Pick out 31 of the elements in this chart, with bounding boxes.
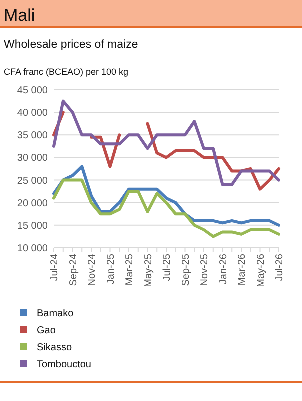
x-tick-label: Sep-25 bbox=[180, 254, 192, 286]
chart-subtitle: Wholesale prices of maize bbox=[4, 39, 138, 51]
y-tick-label: 25 000 bbox=[17, 176, 48, 187]
x-tick-label: Mar-26 bbox=[237, 254, 248, 286]
x-tick-label: Jan-26 bbox=[218, 254, 230, 285]
legend-label: Gao bbox=[37, 326, 56, 336]
legend-label: Sikasso bbox=[37, 342, 72, 354]
x-tick-label: May-26 bbox=[256, 254, 267, 288]
x-tick-label: Sep-24 bbox=[68, 254, 80, 286]
x-tick-label: Jul-24 bbox=[50, 254, 60, 282]
y-tick-label: 10 000 bbox=[17, 244, 48, 254]
legend-label: Bamako bbox=[37, 308, 74, 320]
x-tick-label: Mar-25 bbox=[124, 254, 136, 286]
y-axis-title: CFA franc (BCEAO) per 100 kg bbox=[4, 67, 129, 77]
x-tick-label: Nov-24 bbox=[87, 254, 98, 286]
line-series bbox=[52, 165, 280, 227]
line-series bbox=[52, 100, 280, 186]
line-series bbox=[52, 178, 280, 238]
x-tick-label: May-25 bbox=[143, 254, 154, 288]
x-tick-label: Jul-25 bbox=[162, 254, 173, 282]
x-tick-label: Jul-26 bbox=[274, 254, 286, 282]
y-tick-label: 40 000 bbox=[17, 108, 48, 120]
y-tick-label: 15 000 bbox=[17, 220, 48, 232]
y-tick-label: 35 000 bbox=[17, 130, 48, 142]
y-tick-label: 45 000 bbox=[17, 86, 48, 96]
y-tick-label: 20 000 bbox=[17, 198, 48, 210]
chart-title: Mali bbox=[4, 6, 36, 25]
x-tick-label: Jan-25 bbox=[106, 254, 117, 285]
x-tick-label: Nov-25 bbox=[200, 254, 210, 286]
y-tick-label: 30 000 bbox=[17, 153, 48, 164]
legend-label: Tombouctou bbox=[37, 360, 92, 370]
